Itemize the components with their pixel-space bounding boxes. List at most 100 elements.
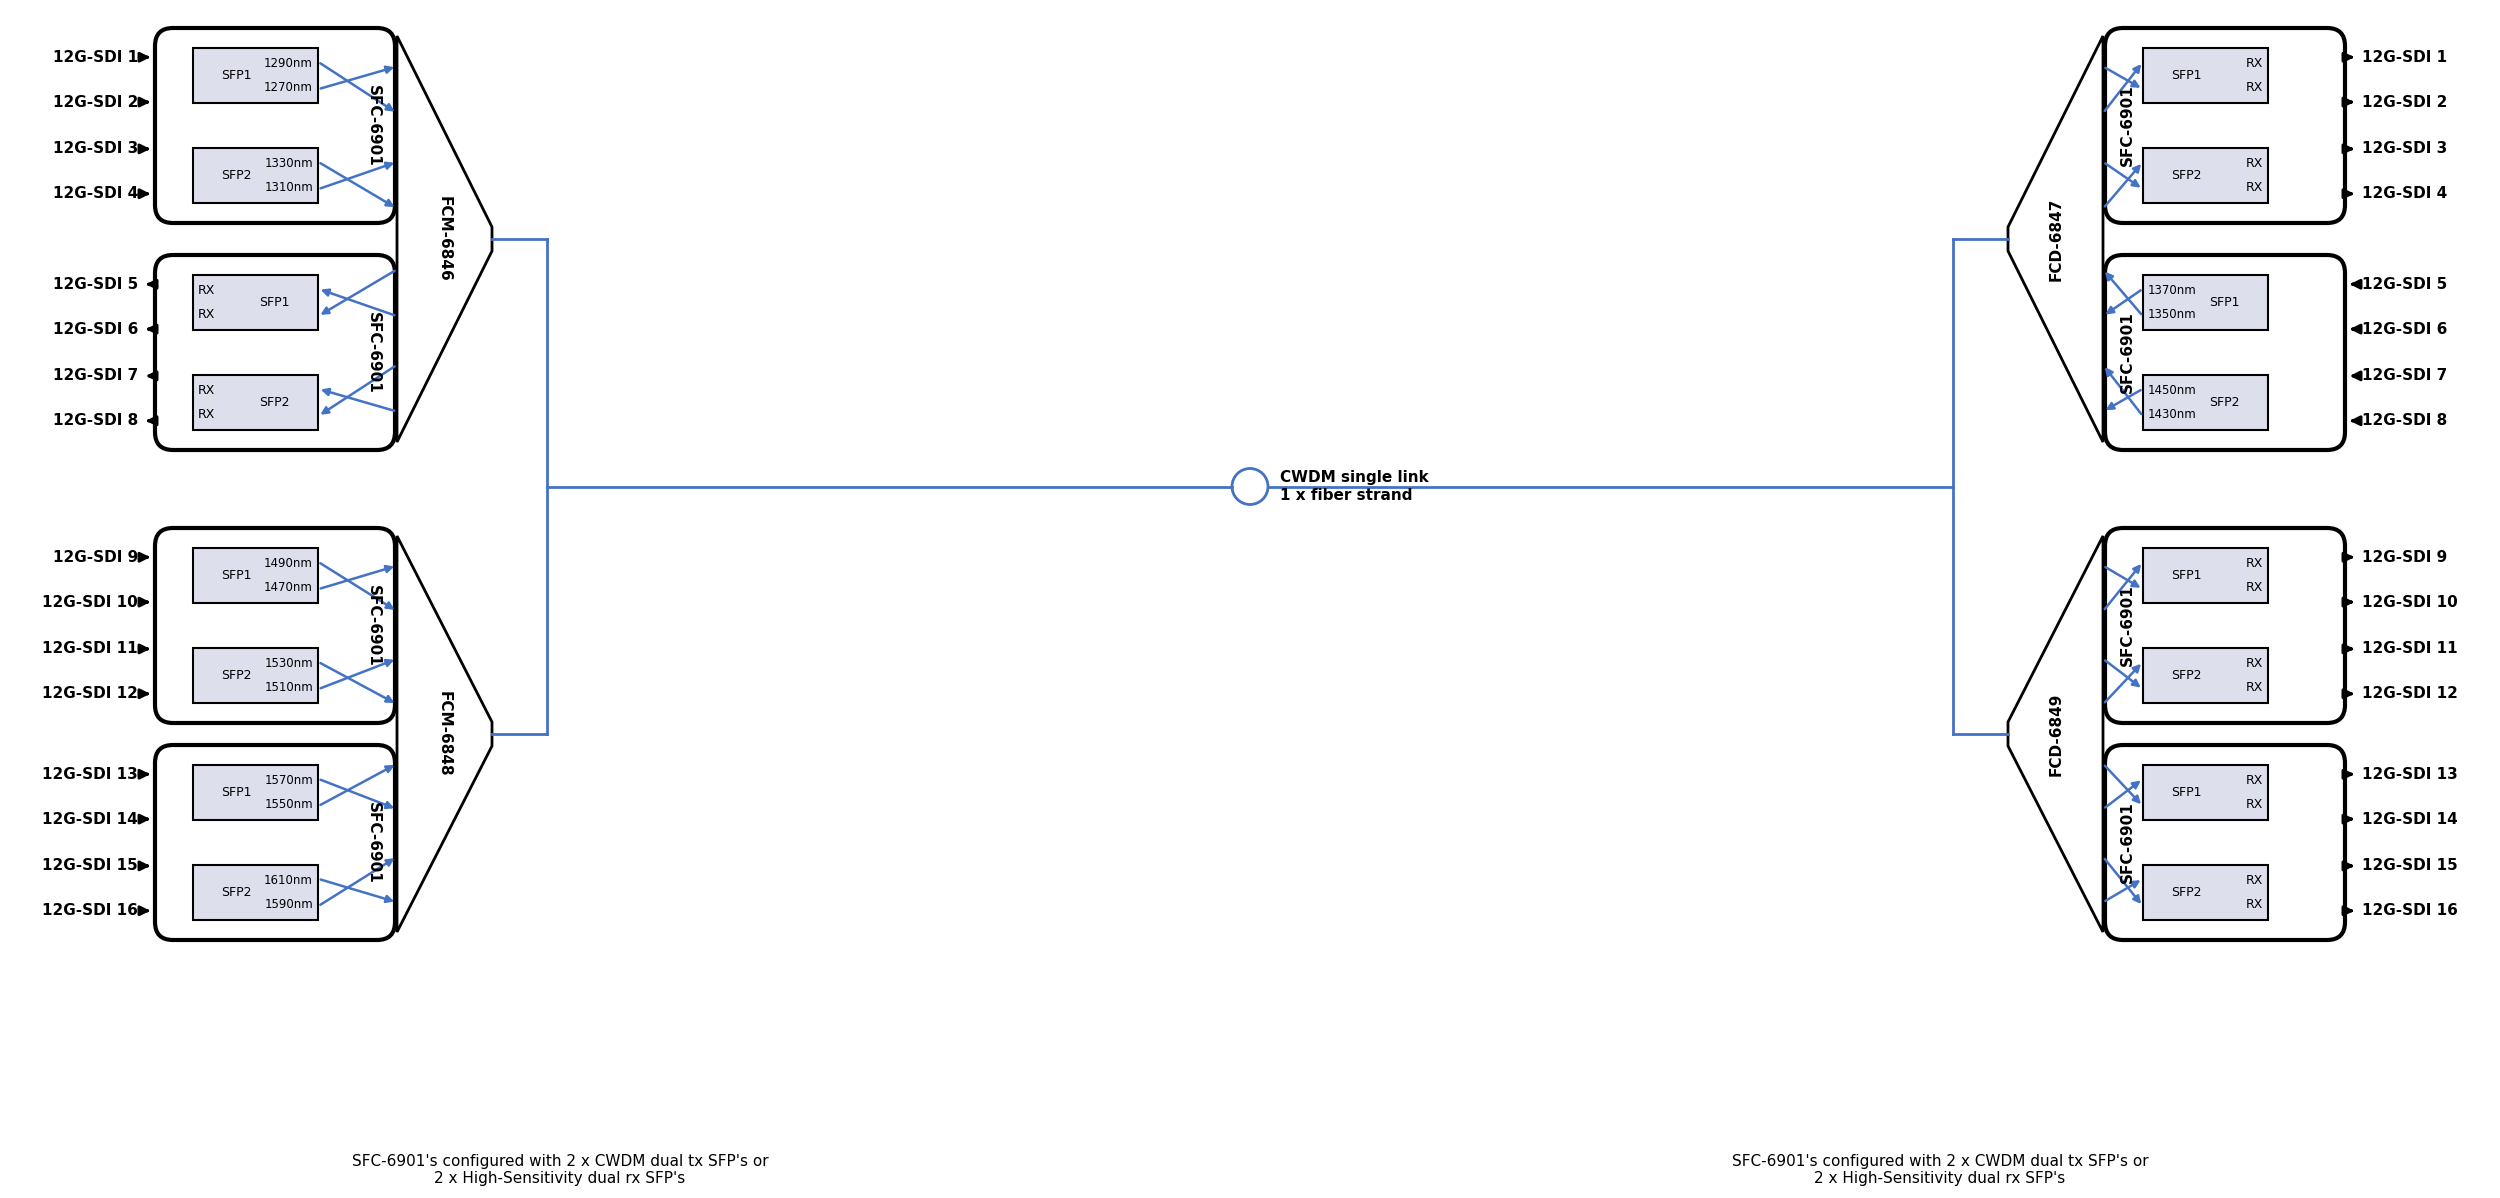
Polygon shape	[398, 536, 492, 932]
Text: 12G-SDI 15: 12G-SDI 15	[42, 859, 138, 873]
Text: 1610nm: 1610nm	[265, 873, 312, 887]
Text: SFP2: SFP2	[220, 169, 253, 182]
FancyBboxPatch shape	[2105, 745, 2345, 940]
Text: 12G-SDI 3: 12G-SDI 3	[52, 141, 138, 157]
Text: SFP2: SFP2	[260, 397, 290, 409]
Text: 12G-SDI 2: 12G-SDI 2	[52, 95, 138, 109]
Bar	[2142, 547, 2268, 603]
Bar	[192, 149, 318, 202]
Text: RX: RX	[2245, 898, 2262, 912]
Text: 1350nm: 1350nm	[2148, 308, 2198, 321]
Text: SFP1: SFP1	[2170, 569, 2202, 582]
Text: 1330nm: 1330nm	[265, 157, 312, 170]
Text: RX: RX	[2245, 581, 2262, 594]
Text: SFC-6901: SFC-6901	[2120, 85, 2135, 167]
Text: 12G-SDI 8: 12G-SDI 8	[52, 413, 138, 428]
Bar	[2142, 766, 2268, 819]
FancyBboxPatch shape	[155, 528, 395, 724]
Text: 1570nm: 1570nm	[265, 774, 312, 787]
Text: RX: RX	[2245, 81, 2262, 95]
Text: SFC-6901: SFC-6901	[2120, 311, 2135, 393]
Text: 12G-SDI 10: 12G-SDI 10	[2362, 594, 2458, 610]
Text: RX: RX	[198, 409, 215, 422]
Text: SFC-6901: SFC-6901	[2120, 585, 2135, 666]
Text: 12G-SDI 12: 12G-SDI 12	[42, 686, 138, 701]
Text: 1270nm: 1270nm	[265, 81, 312, 95]
Text: 12G-SDI 5: 12G-SDI 5	[2362, 277, 2448, 292]
Text: 12G-SDI 11: 12G-SDI 11	[42, 641, 138, 657]
Text: 12G-SDI 11: 12G-SDI 11	[2362, 641, 2458, 657]
Bar	[2142, 149, 2268, 202]
Text: SFP2: SFP2	[2170, 169, 2202, 182]
Text: RX: RX	[2245, 657, 2262, 670]
Bar	[192, 766, 318, 819]
FancyBboxPatch shape	[155, 255, 395, 450]
Text: FCM-6846: FCM-6846	[438, 196, 452, 282]
Text: FCD-6849: FCD-6849	[2047, 692, 2062, 775]
Text: SFP1: SFP1	[220, 569, 253, 582]
Text: SFC-6901's configured with 2 x CWDM dual tx SFP's or
2 x High-Sensitivity dual r: SFC-6901's configured with 2 x CWDM dual…	[352, 1154, 768, 1186]
Bar	[192, 865, 318, 920]
Text: 12G-SDI 10: 12G-SDI 10	[42, 594, 138, 610]
Polygon shape	[2008, 36, 2102, 442]
Text: SFP1: SFP1	[220, 69, 253, 81]
Text: SFC-6901's configured with 2 x CWDM dual tx SFP's or
2 x High-Sensitivity dual r: SFC-6901's configured with 2 x CWDM dual…	[1732, 1154, 2148, 1186]
Bar	[192, 48, 318, 103]
Text: 12G-SDI 1: 12G-SDI 1	[2362, 50, 2448, 65]
Text: RX: RX	[198, 308, 215, 321]
Bar	[192, 648, 318, 703]
Text: RX: RX	[198, 383, 215, 397]
Text: RX: RX	[198, 284, 215, 297]
Text: CWDM single link
1 x fiber strand: CWDM single link 1 x fiber strand	[1280, 471, 1430, 503]
Bar	[2142, 375, 2268, 430]
Text: SFP1: SFP1	[220, 786, 253, 799]
Text: SFP1: SFP1	[2170, 786, 2202, 799]
Text: RX: RX	[2245, 557, 2262, 570]
Text: 12G-SDI 14: 12G-SDI 14	[42, 811, 138, 827]
Text: 12G-SDI 12: 12G-SDI 12	[2362, 686, 2458, 701]
Bar	[192, 547, 318, 603]
Text: 12G-SDI 13: 12G-SDI 13	[2362, 767, 2458, 782]
Text: 12G-SDI 15: 12G-SDI 15	[2362, 859, 2458, 873]
Text: RX: RX	[2245, 181, 2262, 194]
Bar	[2142, 48, 2268, 103]
Text: 1370nm: 1370nm	[2148, 284, 2198, 297]
FancyBboxPatch shape	[2105, 528, 2345, 724]
Bar	[192, 276, 318, 329]
Text: 1550nm: 1550nm	[265, 798, 312, 811]
Text: RX: RX	[2245, 157, 2262, 170]
Text: 12G-SDI 2: 12G-SDI 2	[2362, 95, 2448, 109]
Text: 12G-SDI 6: 12G-SDI 6	[52, 321, 138, 337]
Text: 12G-SDI 13: 12G-SDI 13	[42, 767, 138, 782]
Text: 1470nm: 1470nm	[265, 581, 312, 594]
Text: RX: RX	[2245, 798, 2262, 811]
Text: 12G-SDI 3: 12G-SDI 3	[2362, 141, 2448, 157]
Text: SFP2: SFP2	[2170, 887, 2202, 898]
Text: SFP1: SFP1	[260, 296, 290, 309]
Text: 12G-SDI 16: 12G-SDI 16	[42, 903, 138, 918]
Text: SFC-6901: SFC-6901	[365, 311, 380, 393]
Text: RX: RX	[2245, 682, 2262, 694]
Text: RX: RX	[2245, 56, 2262, 69]
Text: 1310nm: 1310nm	[265, 181, 312, 194]
Text: SFC-6901: SFC-6901	[365, 85, 380, 167]
Text: 1490nm: 1490nm	[265, 557, 312, 570]
Text: RX: RX	[2245, 774, 2262, 787]
Text: 1510nm: 1510nm	[265, 682, 312, 694]
Text: SFP1: SFP1	[2210, 296, 2240, 309]
Text: 1290nm: 1290nm	[265, 56, 312, 69]
FancyBboxPatch shape	[2105, 255, 2345, 450]
Bar	[2142, 276, 2268, 329]
Text: SFP2: SFP2	[220, 668, 253, 682]
Text: 12G-SDI 5: 12G-SDI 5	[52, 277, 138, 292]
FancyBboxPatch shape	[155, 745, 395, 940]
Text: 12G-SDI 4: 12G-SDI 4	[52, 186, 138, 201]
FancyBboxPatch shape	[155, 28, 395, 223]
Text: SFP1: SFP1	[2170, 69, 2202, 81]
Text: 12G-SDI 4: 12G-SDI 4	[2362, 186, 2448, 201]
Text: 12G-SDI 1: 12G-SDI 1	[52, 50, 138, 65]
Text: SFC-6901: SFC-6901	[365, 801, 380, 883]
Text: 12G-SDI 9: 12G-SDI 9	[52, 550, 138, 564]
Text: SFP2: SFP2	[220, 887, 253, 898]
Text: 1530nm: 1530nm	[265, 657, 312, 670]
